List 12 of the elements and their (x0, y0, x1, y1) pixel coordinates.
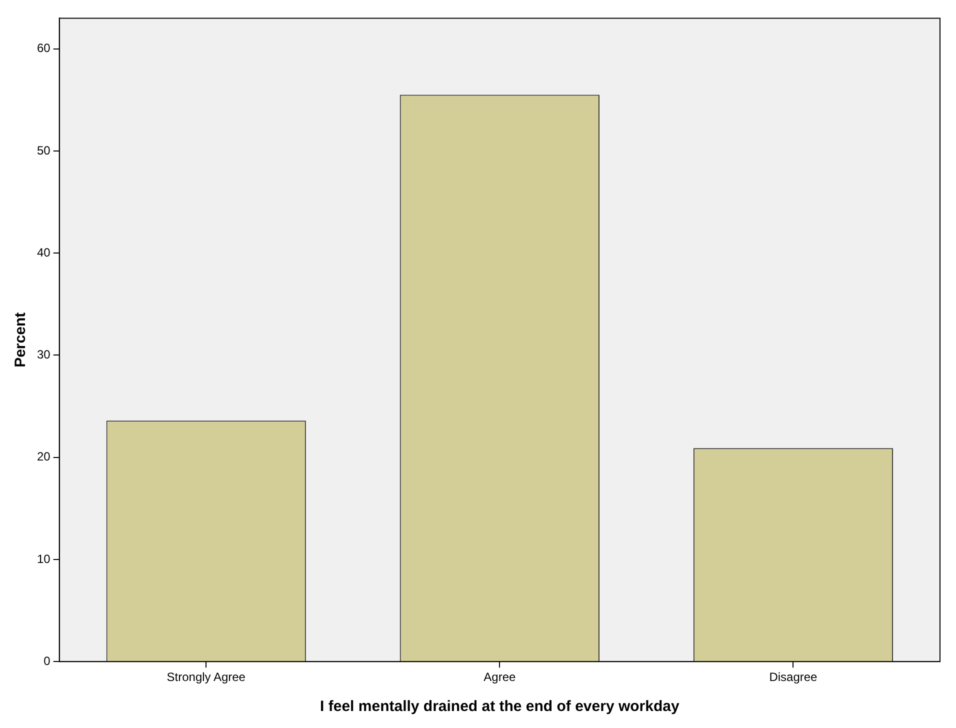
x-tick-label: Disagree (769, 670, 818, 684)
y-tick-label: 40 (36, 245, 51, 260)
y-tick-label: 10 (36, 552, 51, 566)
y-tick-label: 0 (44, 654, 51, 668)
x-tick-label: Agree (484, 670, 516, 684)
x-tick-label: Strongly Agree (166, 670, 246, 684)
y-axis-title: Percent (12, 312, 30, 368)
y-tick-label: 30 (36, 348, 51, 362)
y-tick-label: 20 (36, 450, 51, 464)
x-axis-title: I feel mentally drained at the end of every workday (320, 698, 680, 716)
y-tick-label: 50 (36, 143, 51, 158)
y-tick-label: 60 (36, 41, 51, 56)
